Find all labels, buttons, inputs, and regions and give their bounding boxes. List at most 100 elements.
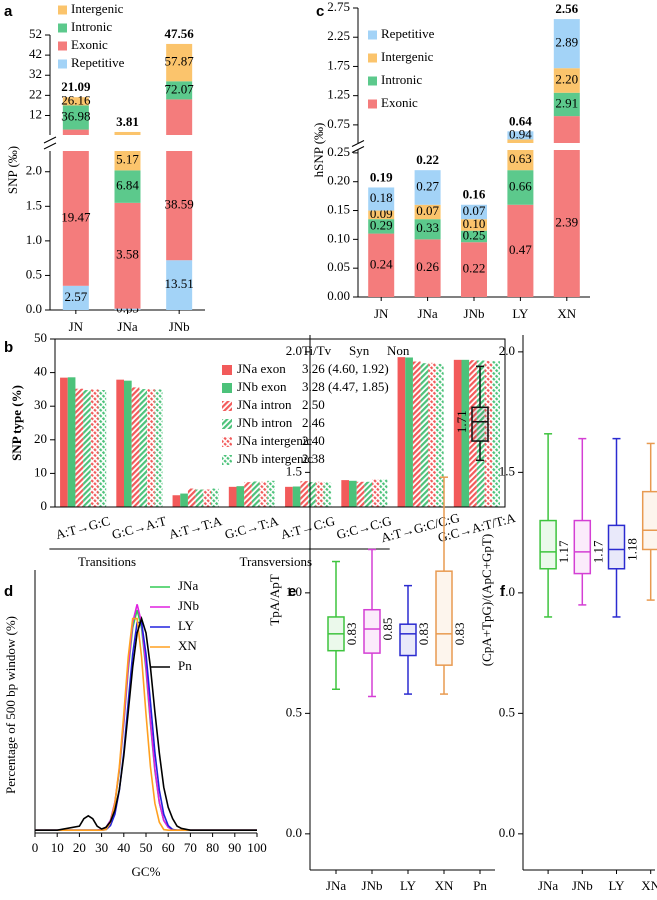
bar <box>476 360 485 507</box>
median-label: 1.17 <box>556 540 571 563</box>
bar-segment <box>62 105 89 130</box>
bar <box>323 482 332 507</box>
legend-label: Intronic <box>381 72 422 87</box>
bar-segment <box>553 19 580 69</box>
total-label: 3.81 <box>116 114 139 129</box>
legend-note: 3.26 (4.60, 1.92) <box>302 361 389 376</box>
y-tick-label: 2.0 <box>26 163 42 178</box>
x-tick-label: 10 <box>51 840 64 855</box>
segment-label: 3.58 <box>116 247 139 262</box>
bar <box>349 480 357 507</box>
bar <box>131 387 140 507</box>
y-tick-label: 1.5 <box>26 197 42 212</box>
x-tick-label: XN <box>435 878 454 893</box>
bar <box>139 389 148 507</box>
legend-swatch <box>368 30 377 40</box>
legend-label: Exonic <box>71 37 108 52</box>
x-tick-label: 80 <box>206 840 219 855</box>
x-tick-label: XN <box>557 306 576 321</box>
bar-segment <box>166 260 193 310</box>
bar-segment <box>553 150 580 297</box>
bar <box>356 481 365 507</box>
axis-break <box>351 146 365 153</box>
axis-break <box>43 136 57 144</box>
segment-label: 0.07 <box>463 203 486 218</box>
x-tick-label: JNa <box>117 319 137 334</box>
box <box>539 519 557 570</box>
bar-segment <box>114 151 141 171</box>
bar <box>300 481 309 507</box>
y-tick-label: 40 <box>34 364 47 379</box>
legend-header: Syn <box>349 343 370 358</box>
legend-note: 3.28 (4.47, 1.85) <box>302 379 389 394</box>
bar <box>469 360 477 507</box>
bar-segment <box>553 116 580 143</box>
x-tick-label: JN <box>69 319 84 334</box>
bar <box>116 379 124 507</box>
segment-label: 0.27 <box>416 178 439 193</box>
y-tick-label: 1.0 <box>499 584 515 599</box>
legend-swatch <box>368 76 377 86</box>
bar <box>172 495 181 507</box>
bar <box>195 489 204 507</box>
y-axis-label: SNP (‰) <box>5 146 20 194</box>
y-tick-label: 10 <box>34 464 47 479</box>
x-tick-label: LY <box>608 878 625 893</box>
x-tick-label: 0 <box>32 840 39 855</box>
bar-segment <box>62 151 89 286</box>
box <box>607 524 626 570</box>
segment-label: 0.33 <box>416 220 439 235</box>
segment-label: 5.17 <box>116 152 139 167</box>
bar-segment <box>114 202 141 309</box>
legend-label: JNb intron <box>237 415 293 430</box>
median-label: 0.85 <box>380 618 395 641</box>
legend-label: Intergenic <box>71 1 124 16</box>
group-label: Transversions <box>240 554 312 569</box>
legend-note: 2.38 <box>302 451 325 466</box>
x-tick-label: 20 <box>73 840 86 855</box>
bar-segment <box>368 210 395 220</box>
y-tick-label: 0.0 <box>499 825 515 840</box>
bar-segment <box>414 219 441 240</box>
bar-segment <box>368 233 395 297</box>
y-tick-label: 0.00 <box>327 288 350 303</box>
bar-segment <box>507 204 534 297</box>
legend-swatch <box>368 99 377 109</box>
y-tick-label: 32 <box>29 66 42 81</box>
bar <box>397 357 406 507</box>
bar <box>285 486 293 507</box>
legend-swatch <box>58 59 67 69</box>
y-tick-label: 0.15 <box>327 202 350 217</box>
legend-label: Repetitive <box>381 26 435 41</box>
total-label: 0.22 <box>416 152 439 167</box>
bar-segment <box>368 219 395 234</box>
bar <box>154 389 163 507</box>
bar <box>461 359 470 507</box>
x-tick-label: JNb <box>464 306 485 321</box>
segment-label: 2.20 <box>555 71 578 86</box>
bar <box>412 361 421 507</box>
bar <box>67 377 76 507</box>
bar-segment <box>166 81 193 100</box>
y-axis-label: TpA/ApT <box>267 574 282 625</box>
median-label: 1.17 <box>590 540 605 563</box>
bar <box>211 488 219 507</box>
bar-segment <box>461 219 487 231</box>
plot-frame <box>54 338 506 508</box>
box <box>573 519 592 575</box>
x-tick-label: JNa <box>417 306 437 321</box>
bar-segment <box>553 92 580 117</box>
legend-note: 2.46 <box>302 415 325 430</box>
segment-label: 6.84 <box>116 178 139 193</box>
bar-segment <box>62 129 89 135</box>
segment-label: 2.91 <box>555 95 578 110</box>
y-axis-label: hSNP (‰) <box>311 123 326 178</box>
line-series <box>35 617 257 831</box>
y-tick-label: 42 <box>29 46 42 61</box>
y-tick-label: 0.20 <box>327 173 350 188</box>
y-tick-label: 2.75 <box>327 0 350 14</box>
bar-segment <box>166 43 193 82</box>
bar-segment <box>62 97 89 106</box>
x-tick-label: 50 <box>140 840 153 855</box>
